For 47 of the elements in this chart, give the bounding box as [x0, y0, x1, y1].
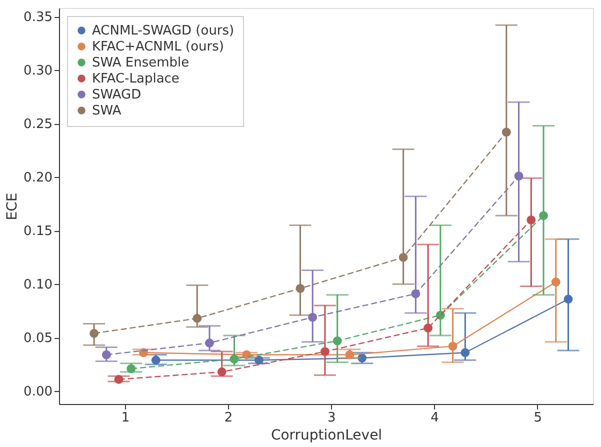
point: [320, 347, 330, 356]
point: [296, 284, 305, 293]
point: [411, 289, 420, 298]
y-tick-label: 0.05: [24, 331, 52, 346]
legend-label: SWAGD: [92, 88, 142, 102]
legend-label: SWA: [92, 104, 122, 118]
y-tick-label: 0.35: [24, 10, 52, 26]
point: [539, 211, 548, 220]
point: [502, 128, 511, 137]
point: [345, 350, 354, 360]
point: [114, 374, 124, 384]
point: [254, 356, 264, 365]
x-tick-label: 2: [224, 410, 233, 426]
x-axis-title: CorruptionLevel: [270, 428, 382, 444]
x-tick-label: 1: [121, 410, 130, 426]
point: [526, 215, 536, 224]
y-tick-label: 0.25: [24, 117, 52, 132]
point: [460, 348, 470, 358]
point: [90, 328, 99, 338]
point: [230, 354, 239, 364]
y-tick-label: 0.15: [24, 224, 52, 240]
point: [308, 312, 318, 322]
x-tick-label: 3: [328, 410, 336, 426]
point: [151, 356, 160, 365]
x-tick-label: 4: [430, 410, 439, 426]
legend-label: SWA Ensemble: [92, 56, 190, 70]
point: [514, 172, 524, 180]
point: [448, 342, 458, 351]
y-tick-label: 0.10: [24, 278, 52, 293]
point: [192, 314, 202, 323]
point: [332, 336, 342, 346]
point: [126, 364, 136, 374]
legend-label: ACNML-SWAGD (ours): [92, 24, 234, 38]
point: [551, 278, 560, 286]
legend-label: KFAC-Laplace: [92, 72, 180, 86]
point: [564, 294, 573, 304]
y-tick-label: 0.20: [24, 170, 52, 186]
y-axis-title: ECE: [4, 192, 21, 220]
point: [398, 252, 408, 262]
y-tick-label: 0.30: [24, 64, 52, 79]
legend-label: KFAC+ACNML (ours): [92, 40, 224, 54]
point: [217, 367, 226, 376]
point: [102, 350, 111, 360]
y-tick-label: 0.00: [24, 384, 52, 400]
point: [205, 338, 214, 348]
x-tick-label: 5: [534, 410, 542, 426]
point: [424, 324, 433, 332]
